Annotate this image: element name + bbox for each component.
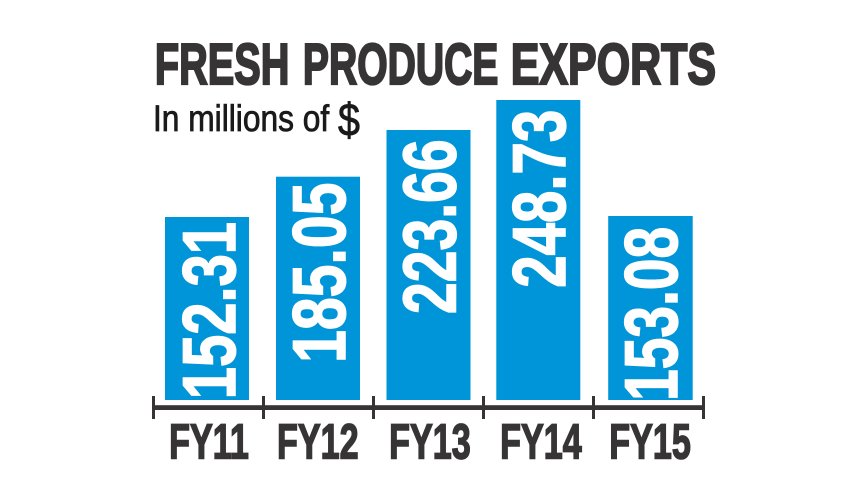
svg-text:FY12: FY12 <box>277 415 359 470</box>
svg-text:185.05: 185.05 <box>277 183 361 363</box>
svg-text:223.66: 223.66 <box>387 139 471 314</box>
svg-text:FY11: FY11 <box>169 415 249 470</box>
svg-text:FRESH: FRESH <box>155 32 289 97</box>
svg-text:153.08: 153.08 <box>609 227 693 401</box>
svg-text:152.31: 152.31 <box>167 222 251 399</box>
svg-text:FY15: FY15 <box>609 415 691 470</box>
svg-text:248.73: 248.73 <box>497 110 581 288</box>
svg-text:FY14: FY14 <box>500 415 582 470</box>
svg-text:EXPORTS: EXPORTS <box>511 32 716 97</box>
svg-text:In millions of $: In millions of $ <box>153 94 360 146</box>
svg-text:PRODUCE: PRODUCE <box>303 32 498 97</box>
svg-text:FY13: FY13 <box>389 415 471 470</box>
